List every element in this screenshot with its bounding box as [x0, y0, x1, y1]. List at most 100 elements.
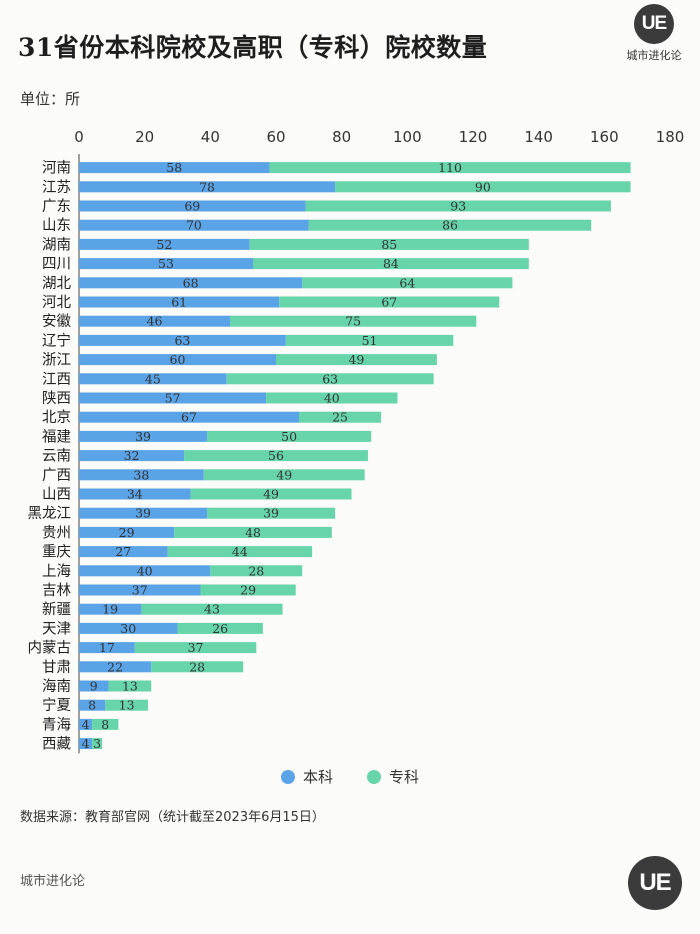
- data-label: 49: [276, 467, 292, 482]
- legend-label-zhuanke: 专科: [389, 768, 420, 786]
- data-label: 3: [93, 736, 101, 751]
- category-label: 海南: [42, 678, 71, 695]
- data-source: 数据来源：教育部官网（统计截至2023年6月15日）: [20, 810, 325, 825]
- bar-segment: [167, 546, 313, 558]
- data-label: 26: [212, 621, 228, 636]
- bar-segment: [79, 680, 109, 692]
- data-label: 56: [268, 448, 284, 463]
- bar-segment: [79, 718, 93, 730]
- brand-name: 城市进化论: [626, 49, 682, 62]
- data-label: 39: [263, 506, 279, 521]
- bar-segment: [79, 238, 250, 250]
- bar-segment: [79, 200, 306, 212]
- bar-segment: [207, 507, 336, 519]
- data-label: 13: [119, 698, 135, 713]
- bar-segment: [79, 738, 93, 750]
- bar-segment: [210, 565, 303, 577]
- ue-logo-icon: UE: [634, 4, 674, 44]
- category-label: 宁夏: [42, 697, 71, 714]
- bar-segment: [200, 584, 296, 596]
- data-label: 25: [332, 410, 348, 425]
- data-label: 84: [383, 256, 399, 271]
- data-label: 30: [120, 621, 136, 636]
- legend-item-zhuanke: 专科: [367, 766, 419, 787]
- bar-segment: [79, 181, 336, 193]
- bar-segment: [105, 699, 148, 711]
- data-label: 70: [186, 218, 202, 233]
- legend-label-benke: 本科: [302, 768, 333, 786]
- data-label: 93: [450, 199, 466, 214]
- bar-segment: [79, 488, 191, 500]
- bar-segment: [79, 565, 211, 577]
- data-label: 63: [322, 371, 338, 386]
- legend-item-benke: 本科: [280, 766, 333, 787]
- data-label: 28: [248, 563, 264, 578]
- bar-segment: [79, 469, 204, 481]
- data-label: 29: [240, 583, 256, 598]
- data-label: 49: [348, 352, 364, 367]
- category-label: 广东: [42, 198, 71, 215]
- bar-segment: [285, 334, 454, 346]
- footer-ue-logo-icon: UE: [628, 856, 682, 910]
- bar-segment: [276, 354, 437, 366]
- category-label: 浙江: [42, 352, 71, 369]
- footer-brand: 城市进化论: [20, 874, 86, 889]
- bar-segment: [266, 392, 398, 404]
- bar-segment: [151, 661, 244, 673]
- data-label: 37: [132, 583, 148, 598]
- data-label: 64: [399, 275, 415, 290]
- bar-segment: [174, 526, 332, 538]
- data-label: 68: [183, 275, 199, 290]
- data-label: 22: [107, 659, 123, 674]
- x-tick-label: 0: [74, 128, 84, 146]
- bar-segment: [253, 258, 529, 270]
- x-tick-label: 120: [459, 128, 488, 146]
- data-label: 58: [166, 160, 182, 175]
- bar-segment: [79, 162, 270, 174]
- bar-segment: [79, 507, 208, 519]
- bar-segment: [230, 315, 477, 327]
- category-label: 上海: [42, 563, 71, 580]
- data-label: 9: [90, 679, 98, 694]
- data-label: 40: [324, 391, 340, 406]
- x-tick-label: 160: [590, 128, 619, 146]
- data-label: 86: [442, 218, 458, 233]
- bar-segment: [269, 162, 631, 174]
- data-label: 57: [165, 391, 181, 406]
- category-label: 河北: [42, 294, 71, 311]
- data-label: 61: [171, 295, 187, 310]
- category-label: 山东: [42, 217, 71, 234]
- bar-segment: [298, 411, 382, 423]
- data-label: 52: [156, 237, 172, 252]
- data-label: 34: [127, 487, 143, 502]
- stacked-bar-chart: 0 20 40 60 80 100 120 140 160 180 河南 58 110 江苏 78 90 广东 6…: [28, 128, 684, 754]
- data-label: 4: [82, 736, 90, 751]
- bar-segment: [335, 181, 631, 193]
- chart-legend: 本科 专科: [0, 766, 700, 787]
- data-label: 43: [204, 602, 220, 617]
- x-tick-label: 40: [201, 128, 220, 146]
- x-tick-label: 140: [524, 128, 553, 146]
- data-label: 78: [199, 179, 215, 194]
- category-label: 四川: [42, 257, 71, 273]
- bar-segment: [190, 488, 352, 500]
- bar-segment: [79, 411, 299, 423]
- data-label: 40: [137, 563, 153, 578]
- category-label: 内蒙古: [28, 640, 72, 657]
- category-label: 山西: [42, 486, 71, 503]
- data-label: 60: [170, 352, 186, 367]
- x-tick-label: 100: [393, 128, 422, 146]
- category-label: 新疆: [42, 601, 71, 618]
- bar-segment: [203, 469, 365, 481]
- bar-segment: [79, 258, 254, 270]
- bar-segment: [134, 642, 257, 654]
- bar-segment: [226, 373, 434, 385]
- data-label: 63: [174, 333, 190, 348]
- data-label: 48: [245, 525, 261, 540]
- data-label: 49: [263, 487, 279, 502]
- data-label: 37: [188, 640, 204, 655]
- category-label: 安徽: [42, 313, 71, 330]
- category-label: 湖北: [42, 275, 71, 292]
- bar-segment: [308, 219, 592, 231]
- data-label: 28: [189, 659, 205, 674]
